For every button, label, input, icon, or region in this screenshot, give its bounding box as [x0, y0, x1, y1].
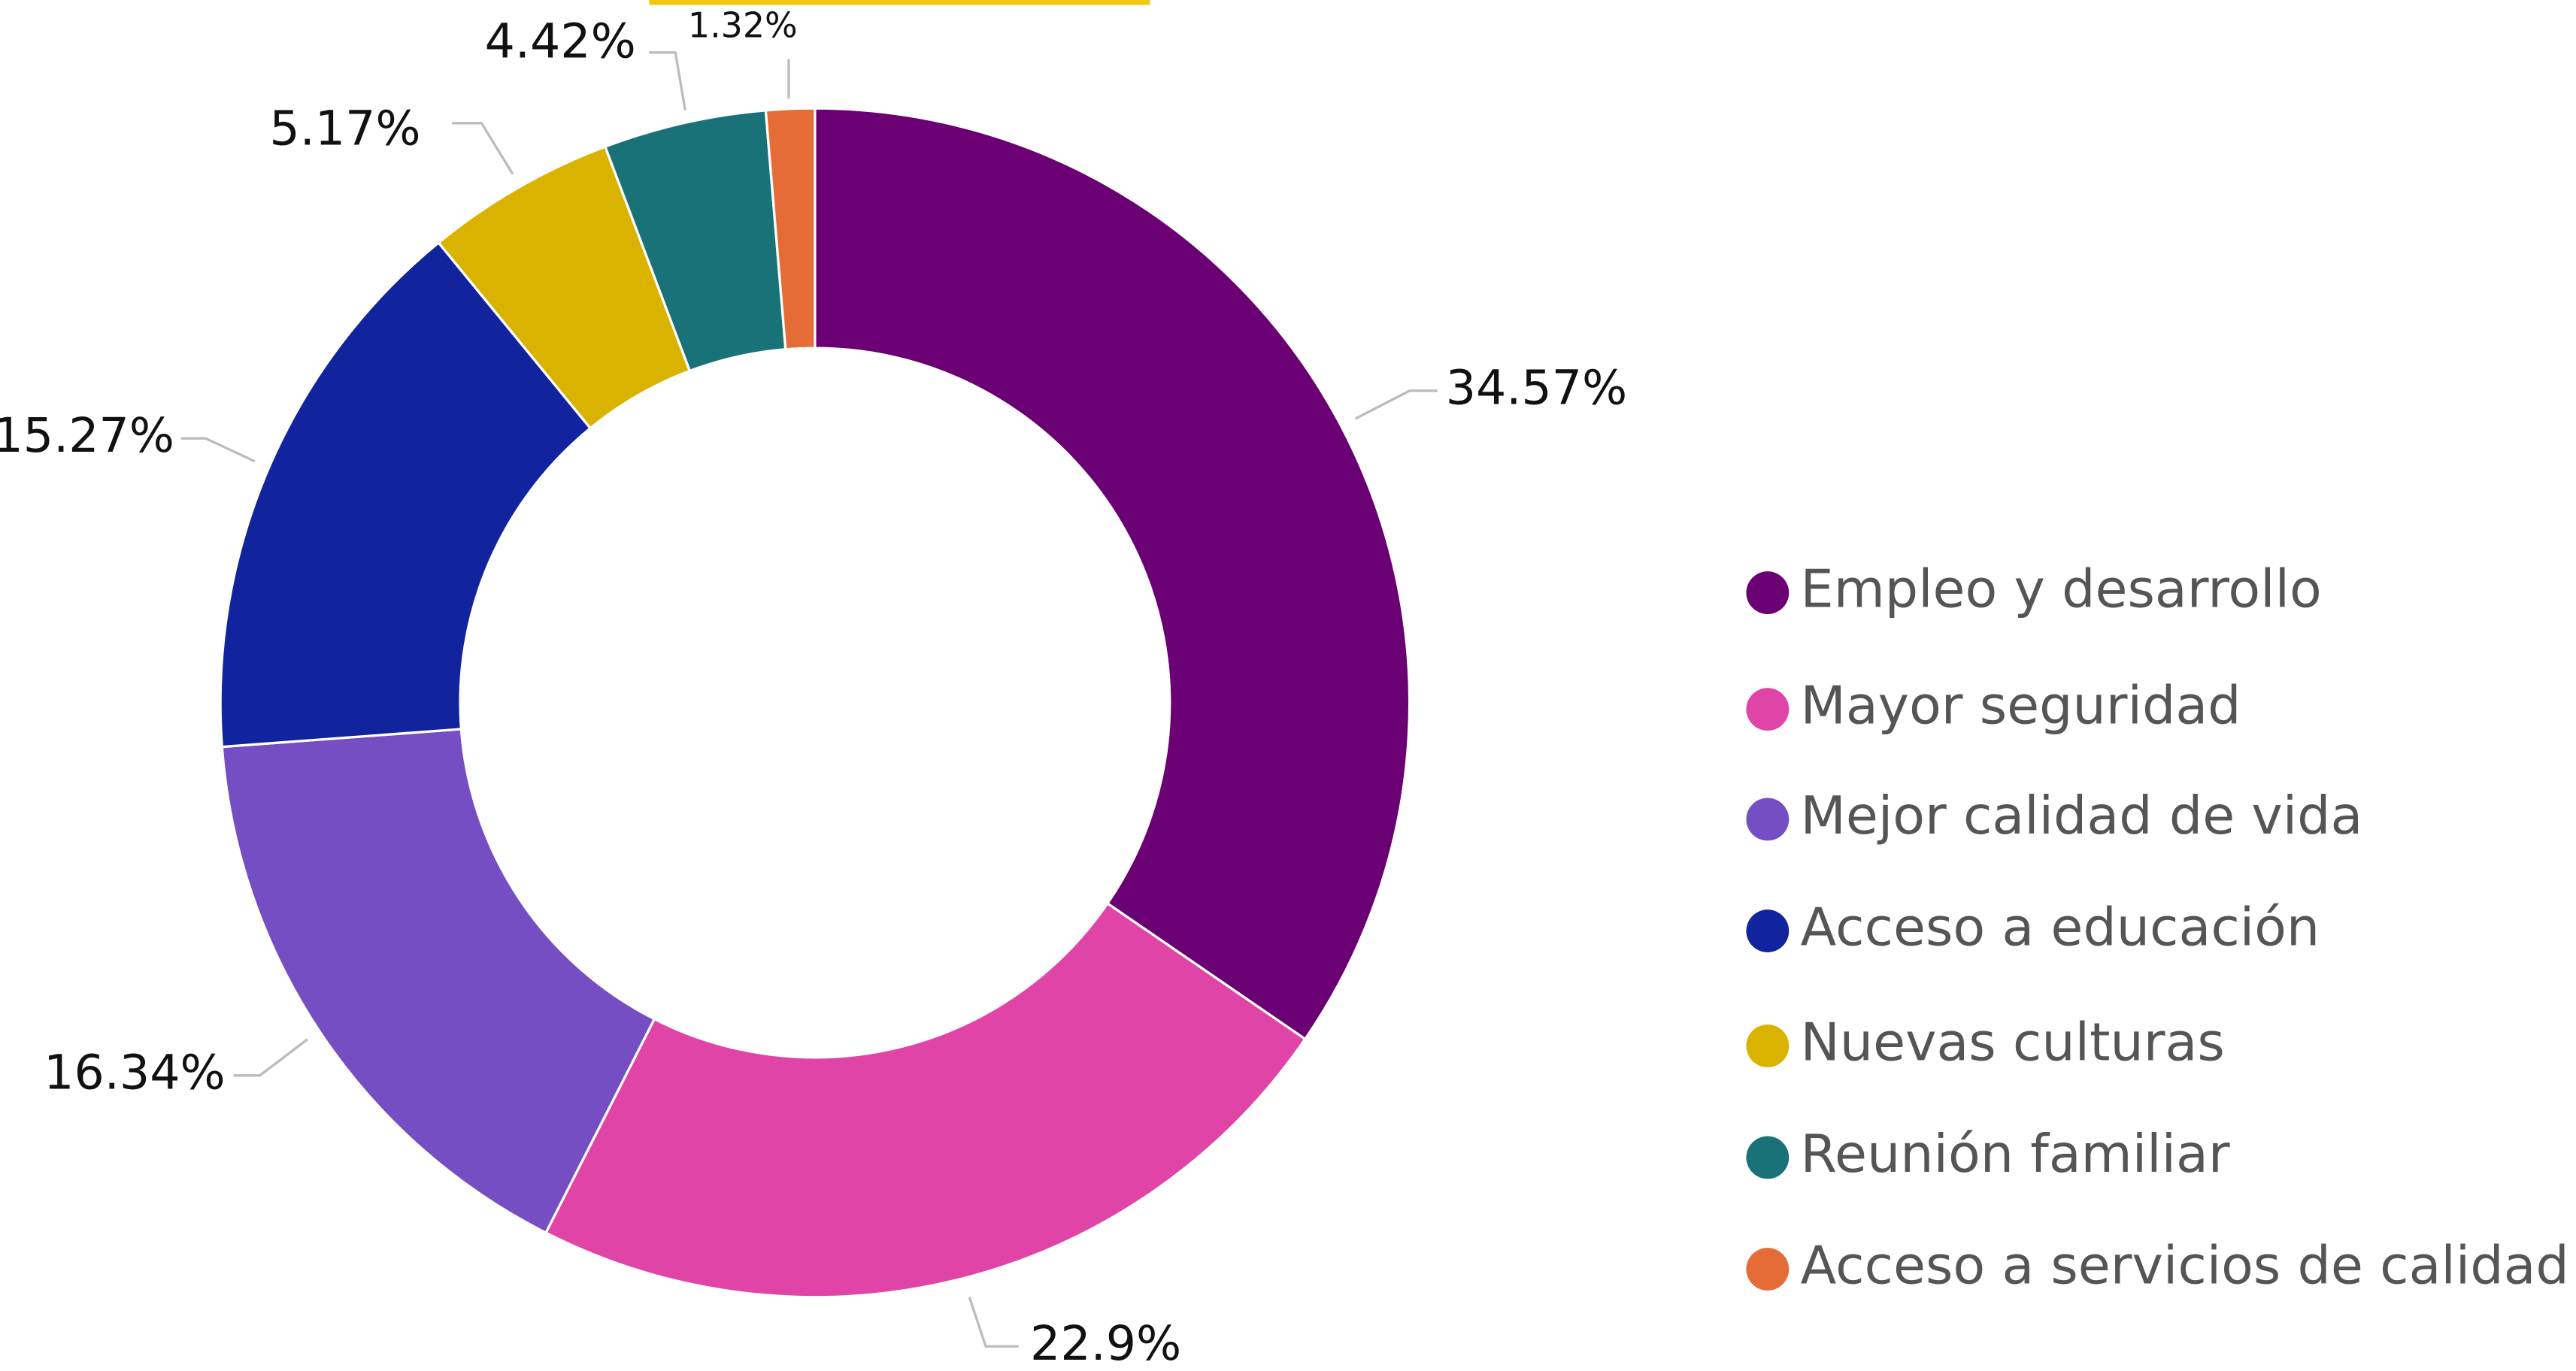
data-label: 16.34% — [44, 1044, 225, 1100]
legend-label: Empleo y desarrollo — [1801, 559, 2322, 620]
legend-label: Reunión familiar — [1801, 1124, 2230, 1185]
data-label: 4.42% — [485, 14, 636, 69]
leader-line — [233, 1038, 308, 1077]
legend-label: Nuevas culturas — [1801, 1012, 2225, 1073]
decor-bar — [649, 0, 1150, 5]
legend-marker — [1746, 1024, 1790, 1067]
leader-line — [180, 437, 256, 463]
legend-marker — [1746, 909, 1790, 952]
donut-slice — [814, 107, 1411, 1041]
legend-marker — [1746, 688, 1790, 731]
legend-label: Acceso a educación — [1801, 897, 2320, 958]
legend-marker — [1746, 1136, 1790, 1179]
donut-slice — [220, 728, 656, 1235]
data-label: 34.57% — [1446, 359, 1627, 415]
data-label: 5.17% — [269, 100, 420, 156]
donut-slice — [544, 901, 1308, 1299]
data-label: 22.9% — [1030, 1315, 1181, 1371]
legend-marker — [1746, 571, 1790, 614]
leader-line — [649, 51, 686, 110]
legend-label: Acceso a servicios de calidad — [1801, 1236, 2569, 1297]
leader-line — [1354, 389, 1438, 420]
legend-label: Mayor seguridad — [1801, 676, 2241, 737]
donut-slice — [764, 107, 817, 351]
data-label: 15.27% — [0, 407, 174, 463]
legend-label: Mejor calidad de vida — [1801, 785, 2363, 846]
leader-line — [452, 122, 514, 175]
legend-marker — [1746, 797, 1790, 841]
donut-slice — [219, 241, 592, 749]
data-label: 1.32% — [688, 5, 798, 46]
legend-marker — [1746, 1248, 1790, 1291]
leader-line — [968, 1297, 1019, 1348]
